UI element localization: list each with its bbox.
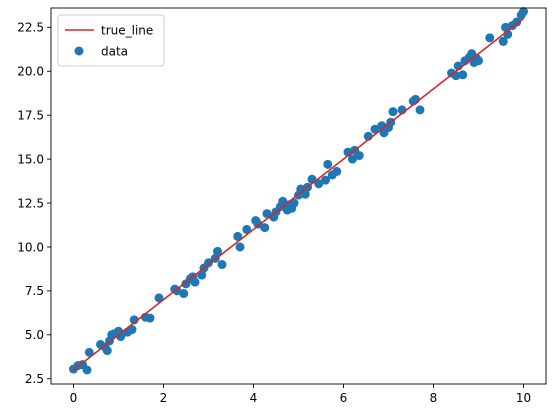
data-point	[262, 209, 272, 219]
data-point	[190, 277, 200, 287]
y-tick-label: 20.0	[17, 65, 44, 79]
data-point	[498, 36, 508, 46]
legend: true_line data	[57, 14, 165, 67]
y-tick-label: 5.0	[25, 328, 44, 342]
y-tick-label: 17.5	[17, 108, 44, 122]
x-tick-label: 4	[250, 391, 258, 405]
data-point	[512, 17, 522, 27]
data-point	[278, 196, 288, 206]
data-point	[235, 242, 245, 252]
data-point	[300, 189, 310, 199]
data-point	[458, 70, 468, 80]
legend-label-true-line: true_line	[101, 24, 153, 38]
data-point	[217, 260, 227, 270]
series-layer	[69, 7, 528, 375]
data-point	[321, 175, 330, 185]
data-point	[519, 7, 528, 17]
data-point	[348, 154, 357, 164]
data-point	[501, 22, 510, 32]
legend-box	[57, 14, 165, 67]
data-point	[127, 325, 137, 335]
data-point	[314, 179, 324, 189]
x-axis-ticks: 0 2 4 6 8 10	[70, 384, 531, 405]
y-tick-label: 2.5	[25, 372, 44, 386]
data-point	[242, 224, 252, 234]
data-point	[129, 315, 139, 325]
data-point	[354, 151, 364, 161]
data-point	[323, 159, 333, 169]
x-tick-label: 6	[340, 391, 348, 405]
data-point	[82, 365, 92, 375]
data-point	[84, 347, 94, 357]
data-point	[204, 258, 213, 268]
data-point	[332, 166, 342, 176]
plot-frame	[50, 7, 547, 385]
data-point	[102, 346, 112, 356]
legend-label-data: data	[101, 45, 128, 59]
x-tick-label: 2	[160, 391, 168, 405]
x-tick-label: 8	[430, 391, 438, 405]
x-tick-label: 10	[516, 391, 531, 405]
data-point	[145, 313, 155, 323]
data-point	[485, 33, 495, 43]
data-point	[415, 105, 425, 115]
y-tick-label: 22.5	[17, 21, 44, 35]
data-point	[233, 231, 243, 241]
y-tick-label: 10.0	[17, 240, 44, 254]
data-point	[370, 124, 380, 134]
data-point	[253, 219, 263, 229]
y-axis-ticks: 2.5 5.0 7.5 10.0 12.5 15.0 17.5 20.0 22.5	[17, 21, 51, 386]
data-point	[388, 107, 398, 117]
x-tick-label: 0	[70, 391, 78, 405]
data-point	[213, 246, 222, 256]
data-point	[474, 56, 483, 66]
data-point	[260, 223, 270, 233]
data-point	[172, 286, 182, 296]
y-tick-label: 12.5	[17, 196, 44, 210]
data-point	[197, 270, 207, 280]
data-point	[289, 198, 299, 208]
true-line	[73, 17, 524, 371]
y-tick-label: 15.0	[17, 152, 44, 166]
data-point	[154, 293, 164, 303]
data-point	[179, 289, 189, 299]
legend-dot-marker	[74, 46, 84, 56]
y-tick-label: 7.5	[25, 284, 44, 298]
